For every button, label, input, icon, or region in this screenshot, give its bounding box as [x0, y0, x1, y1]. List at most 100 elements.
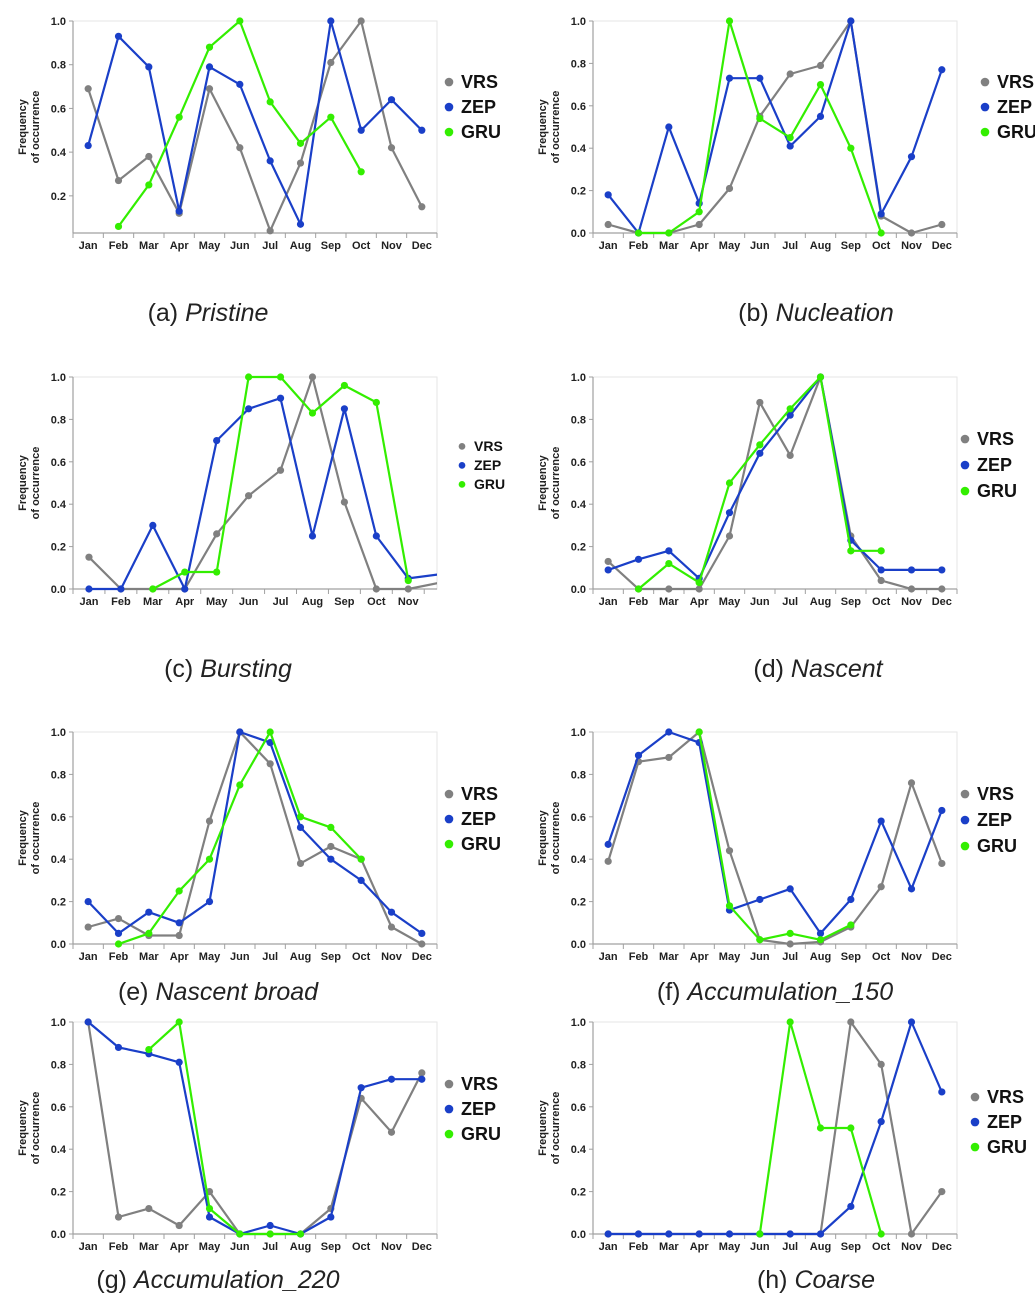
x-tick-label: Nov — [901, 240, 923, 252]
data-point — [725, 479, 734, 487]
y-tick-label: 0.8 — [51, 769, 66, 781]
data-point — [357, 1084, 365, 1092]
x-tick-label: Apr — [690, 240, 710, 252]
x-tick-label: Nov — [381, 1241, 403, 1253]
legend: VRS ZEP GRU — [444, 784, 501, 854]
data-point — [907, 585, 916, 593]
x-tick-label: Dec — [932, 951, 952, 963]
x-tick-label: Mar — [139, 1241, 159, 1253]
x-tick-label: Mar — [139, 951, 159, 963]
legend-label: GRU — [461, 122, 501, 142]
x-tick-label: Sep — [841, 951, 861, 963]
x-tick-label: Mar — [659, 951, 679, 963]
y-tick-label: 0.8 — [51, 414, 66, 426]
data-point — [276, 373, 285, 381]
data-point — [877, 547, 885, 555]
data-point — [205, 63, 214, 71]
series-gru — [634, 17, 885, 237]
x-tick-label: Dec — [412, 240, 432, 252]
legend-marker — [444, 1129, 454, 1139]
data-point — [816, 112, 825, 120]
data-point — [816, 929, 825, 938]
series-line — [87, 19, 423, 232]
legend: VRS ZEP GRU — [444, 72, 501, 142]
legend-marker — [960, 789, 970, 799]
data-point — [308, 373, 317, 381]
data-point — [296, 859, 305, 868]
data-point — [175, 931, 183, 940]
x-tick-label: May — [206, 596, 228, 608]
x-tick-label: May — [199, 1241, 221, 1253]
data-point — [877, 210, 885, 218]
legend-label: GRU — [461, 1124, 501, 1144]
x-tick-label: Oct — [872, 240, 891, 252]
legend-marker — [960, 815, 970, 825]
data-point — [357, 126, 365, 134]
data-point — [175, 1221, 183, 1230]
y-tick-label: 0.2 — [51, 1187, 66, 1199]
y-tick-label: 0.0 — [571, 228, 586, 240]
data-point — [604, 191, 612, 199]
y-tick-label: 0.8 — [51, 60, 66, 72]
data-point — [786, 70, 794, 78]
data-point — [756, 398, 764, 407]
data-point — [327, 855, 335, 863]
series-line — [698, 731, 852, 941]
data-point — [907, 566, 916, 574]
y-tick-label: 0.4 — [571, 499, 587, 511]
x-tick-label: Apr — [690, 951, 710, 963]
x-tick-label: Aug — [810, 596, 831, 608]
data-point — [938, 806, 946, 815]
legend-marker — [458, 481, 466, 488]
chart-panel-b: 0.0 0.2 0.4 0.6 0.8 1.0 Jan Feb Mar Apr May Jun Jul A… — [537, 16, 1035, 327]
x-tick-label: Oct — [352, 1241, 371, 1253]
data-point — [175, 1058, 183, 1066]
data-point — [938, 859, 946, 868]
y-axis-label: of occurrence — [30, 447, 42, 520]
legend-label: ZEP — [997, 97, 1032, 117]
legend-marker — [444, 839, 454, 849]
y-tick-label: 0.4 — [571, 1144, 587, 1156]
data-point — [786, 142, 794, 150]
legend-label: VRS — [461, 72, 498, 92]
plot-frame — [72, 731, 438, 945]
panel-caption: (a) Pristine — [148, 299, 269, 327]
series-gru — [114, 728, 365, 948]
x-tick-label: Apr — [170, 240, 190, 252]
data-point — [205, 817, 214, 825]
legend-marker — [458, 443, 466, 450]
caption-label: (g) — [96, 1266, 134, 1294]
data-point — [907, 1018, 916, 1026]
data-point — [387, 96, 396, 104]
x-tick-label: Aug — [290, 951, 311, 963]
data-point — [236, 728, 244, 736]
data-point — [236, 17, 244, 25]
y-tick-label: 0.6 — [571, 101, 586, 113]
data-point — [786, 411, 794, 419]
data-point — [266, 739, 274, 747]
x-tick-label: Oct — [352, 240, 371, 252]
series-line — [89, 397, 437, 591]
y-tick-label: 0.2 — [51, 897, 66, 909]
data-point — [725, 902, 734, 910]
x-tick-label: Sep — [321, 951, 341, 963]
data-point — [725, 847, 734, 855]
data-point — [665, 547, 673, 555]
legend-marker — [980, 77, 990, 87]
panel-caption: (d) Nascent — [753, 655, 883, 683]
y-tick-label: 0.4 — [51, 854, 67, 866]
x-tick-label: Apr — [690, 596, 710, 608]
data-point — [387, 1128, 396, 1136]
data-point — [907, 885, 916, 893]
y-tick-label: 0.2 — [571, 186, 586, 198]
x-tick-label: May — [719, 240, 741, 252]
y-axis-label: Frequency — [17, 98, 29, 155]
caption-title: Nascent broad — [155, 978, 319, 1006]
data-point — [725, 17, 734, 25]
series-vrs — [604, 728, 946, 948]
panel-caption: (h) Coarse — [757, 1266, 875, 1294]
data-point — [695, 728, 703, 736]
data-point — [816, 373, 825, 381]
series-gru — [695, 728, 855, 944]
legend: VRS ZEP GRU — [960, 784, 1017, 856]
